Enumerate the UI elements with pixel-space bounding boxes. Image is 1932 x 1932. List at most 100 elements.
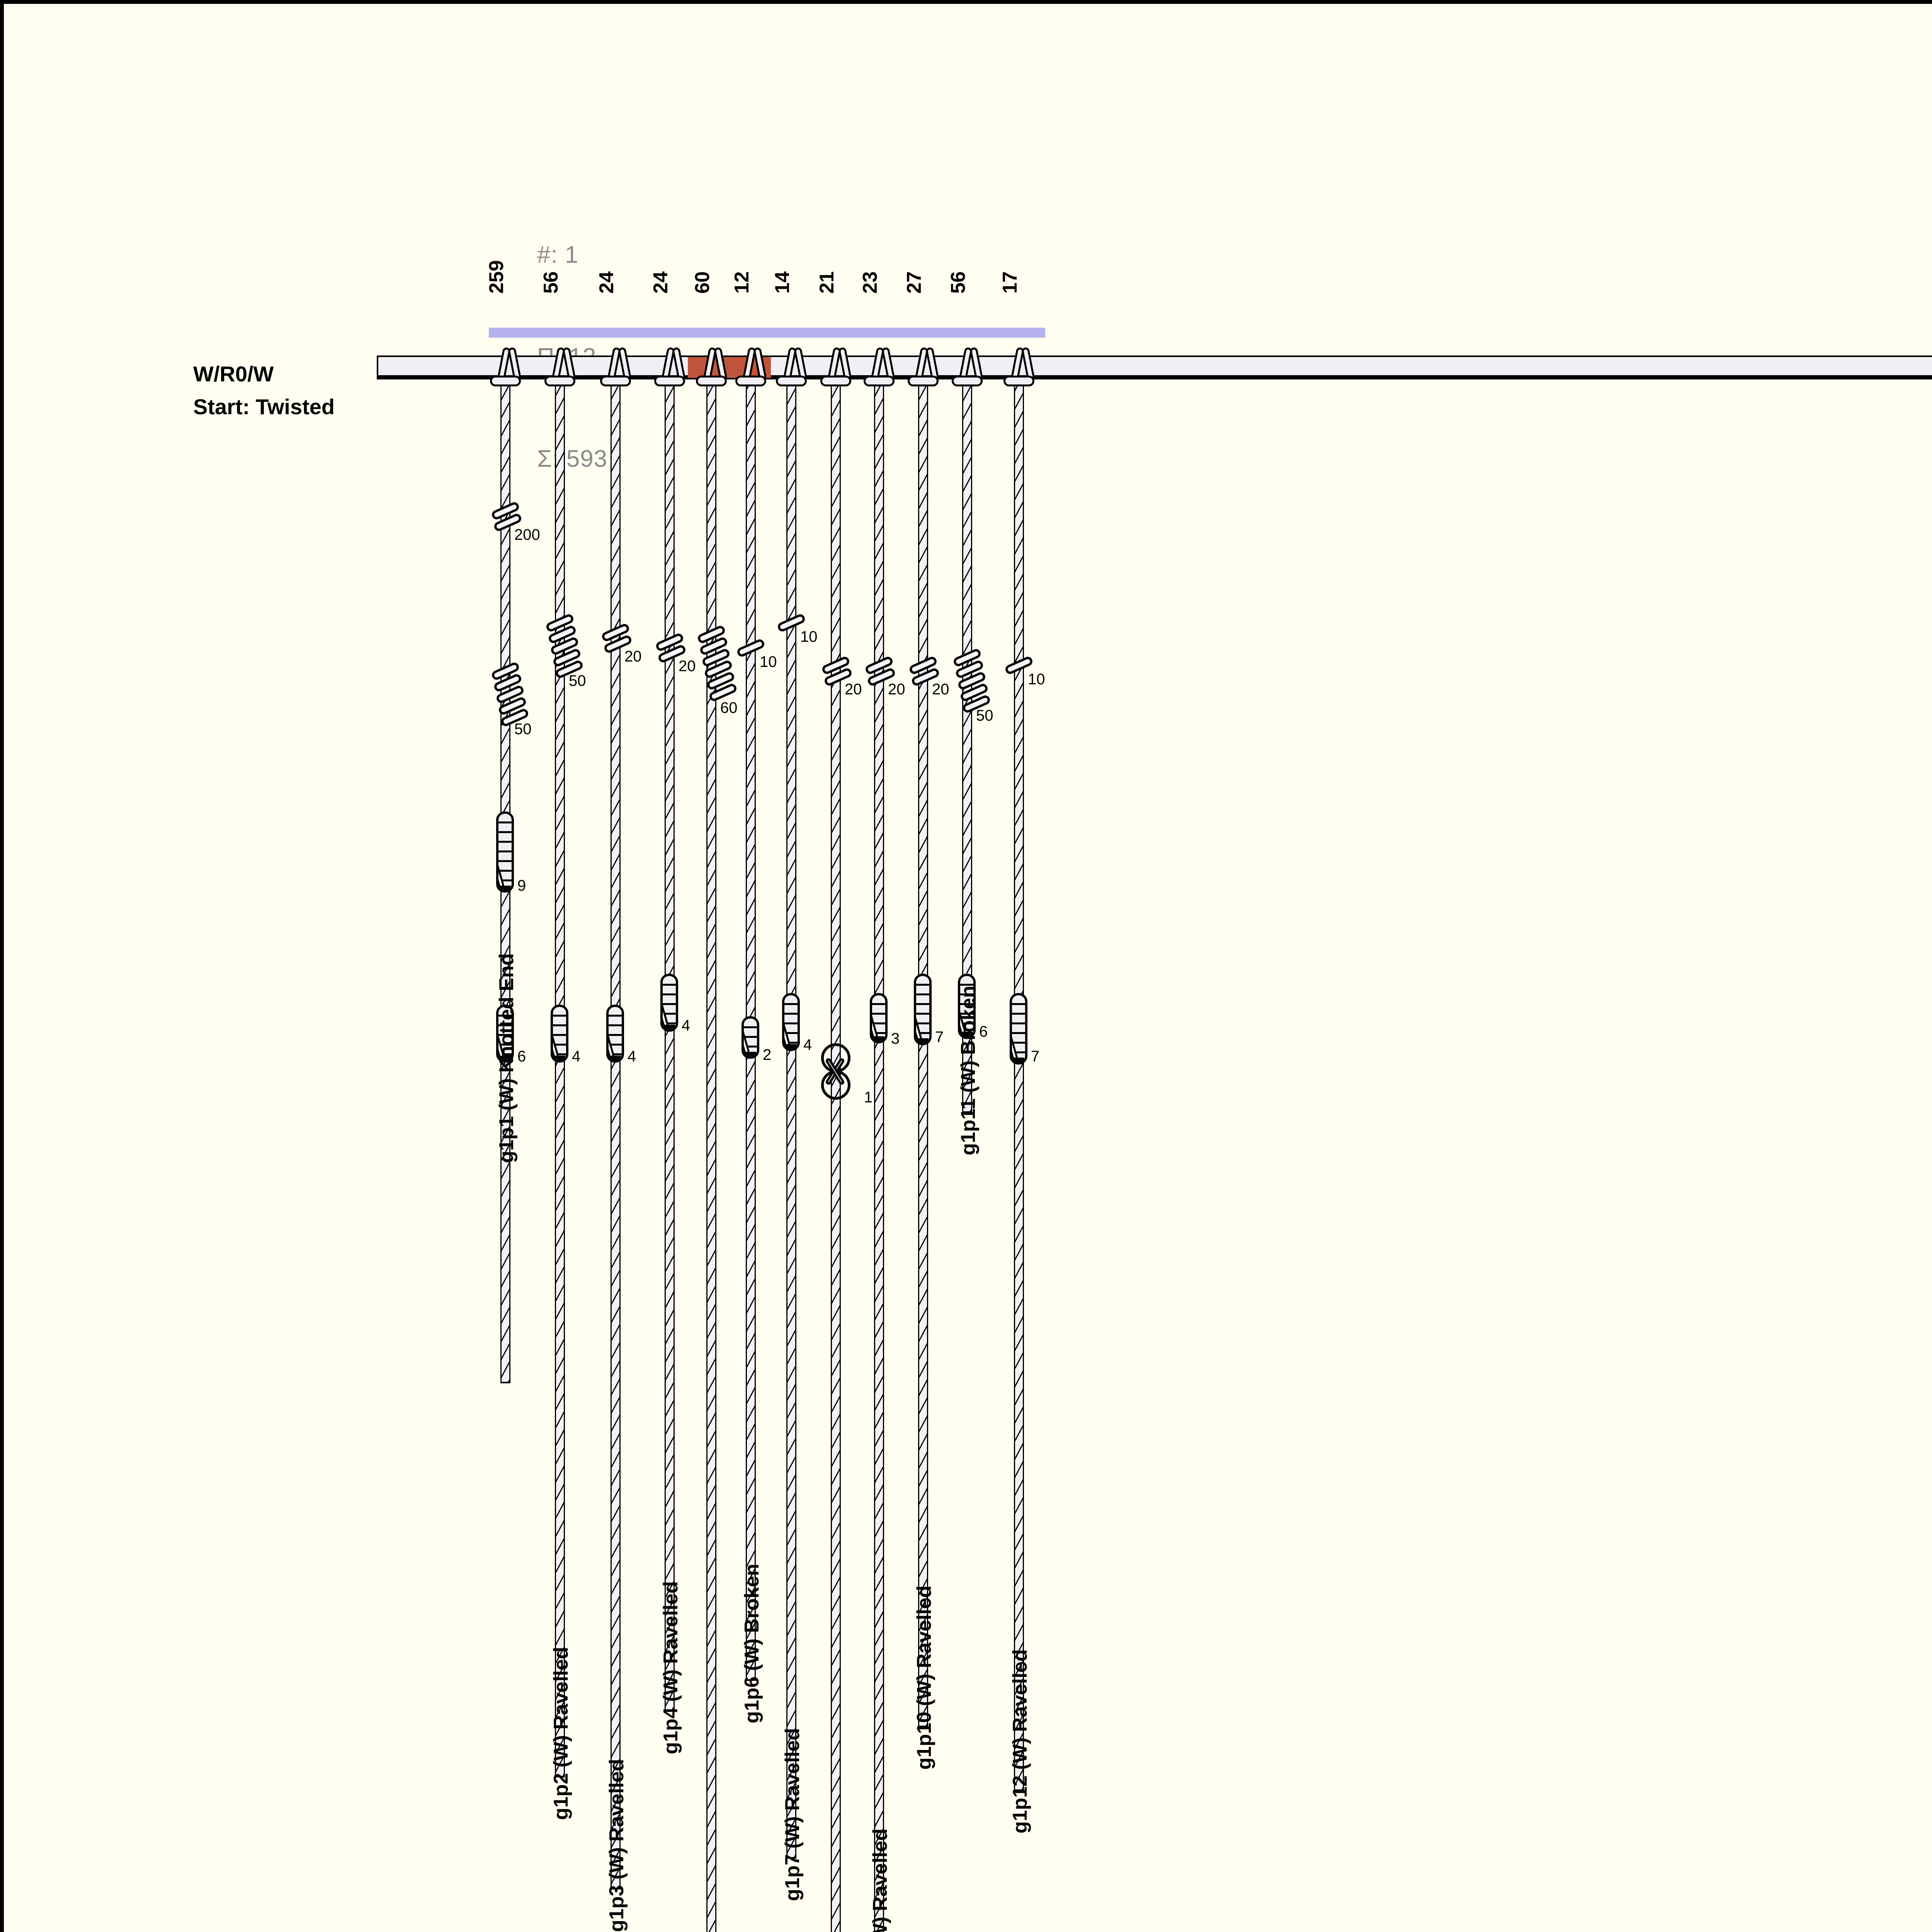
knot-value-label: 4 (682, 1017, 690, 1034)
knot-long[interactable] (496, 1005, 514, 1063)
knot-long-cap (961, 1032, 973, 1036)
knot-value-label: 20 (888, 681, 905, 698)
knot-long[interactable] (958, 974, 976, 1039)
knot-value-label: 20 (932, 681, 949, 698)
knot-value-label: 7 (935, 1029, 944, 1046)
pendant-cord-label: g1p12 (W) Ravelled (1009, 1649, 1031, 1833)
pendant-value-label: 24 (650, 271, 672, 294)
pendant-cord-body[interactable] (874, 382, 884, 1932)
pendant-cord-label: g1p4 (W) Ravelled (660, 1581, 682, 1754)
pendant-value-label: 56 (947, 271, 969, 294)
pendant-collar (908, 376, 939, 386)
pendant-cord-body[interactable] (918, 382, 928, 1727)
knot-long-cap (917, 1038, 929, 1043)
pendant-cord-label: g1p9 (W) Ravelled (869, 1828, 891, 1932)
pendant-cord-body[interactable] (665, 382, 675, 1712)
pendant-cord-body[interactable] (706, 382, 716, 1932)
knot-value-label: 9 (517, 877, 526, 894)
knot-value-label: 7 (1031, 1048, 1040, 1065)
knot-long-cap (499, 886, 511, 890)
knot-value-label: 50 (976, 707, 993, 724)
knot-long-cap (1013, 1058, 1024, 1062)
primary-cord-code: W/R0/W (193, 362, 274, 386)
pendant-cord-label: g1p11 (W) Broken (957, 985, 980, 1155)
pendant-cord-body[interactable] (555, 382, 565, 1777)
knot-long-cap (873, 1036, 884, 1041)
pendant-collar (696, 376, 727, 386)
knot-value-label: 50 (569, 672, 586, 689)
knot-value-label: 6 (979, 1023, 988, 1040)
pendant-cord-label: g1p10 (W) Ravelled (913, 1585, 935, 1770)
pendant-collar (654, 376, 685, 386)
pendant-collar (864, 376, 895, 386)
knot-long-cap (554, 1056, 565, 1060)
summary-sum: Σ: 593 (537, 446, 608, 473)
knot-long[interactable] (782, 993, 800, 1051)
pendant-collar (1003, 376, 1034, 386)
pendant-value-label: 12 (731, 271, 753, 294)
knot-long-cap (609, 1056, 621, 1060)
pendant-cord-body[interactable] (611, 382, 621, 1889)
knot-long-cap (745, 1052, 756, 1056)
knot-value-label: 10 (1028, 671, 1045, 688)
knot-long[interactable] (742, 1016, 759, 1059)
primary-cord-start: Start: Twisted (193, 395, 335, 419)
knot-long[interactable] (496, 811, 514, 893)
group-band (489, 328, 1045, 338)
pendant-collar (776, 376, 807, 386)
pendant-cord-body[interactable] (831, 382, 841, 1932)
knot-long[interactable] (870, 993, 888, 1043)
summary-count: #: 1 (537, 242, 579, 269)
pendant-value-label: 56 (540, 271, 562, 294)
primary-cord[interactable] (377, 355, 1932, 379)
pendant-collar (490, 376, 521, 386)
knot-value-label: 4 (803, 1036, 812, 1053)
knot-value-label: 2 (763, 1046, 772, 1063)
knot-long[interactable] (914, 974, 932, 1045)
pendant-value-label: 21 (816, 271, 838, 294)
knot-long-cap (785, 1044, 797, 1049)
knot-long-cap (499, 1056, 511, 1060)
knot-value-label: 20 (679, 658, 696, 675)
knot-value-label: 10 (800, 628, 818, 645)
pendant-value-label: 14 (771, 271, 794, 294)
summary-block: #: 1 Π: 12 Σ: 593 (537, 170, 607, 544)
knot-long-cap (663, 1025, 675, 1029)
knot-long[interactable] (1010, 993, 1027, 1065)
knot-value-label: 6 (517, 1048, 526, 1065)
knot-value-label: 10 (760, 653, 777, 670)
pendant-cord-label: g1p3 (W) Ravelled (605, 1759, 628, 1932)
pendant-cord-label: g1p6 (W) Broken (741, 1563, 763, 1723)
pendant-value-label: 23 (859, 271, 881, 294)
primary-cord-legend: W/R0/W Start: Twisted (193, 357, 335, 423)
pendant-cord-label: g1p2 (W) Ravelled (550, 1647, 572, 1820)
knot-value-label: 1 (864, 1089, 873, 1106)
pendant-cord-body[interactable] (786, 382, 796, 1859)
knot-figure-eight[interactable] (819, 1043, 852, 1100)
pendant-collar (820, 376, 851, 386)
knot-value-label: 4 (628, 1048, 636, 1065)
knot-value-label: 20 (624, 648, 642, 665)
pendant-collar (952, 376, 983, 386)
pendant-collar (544, 376, 575, 386)
pendant-cord-body[interactable] (1014, 382, 1024, 1791)
pendant-cord-label: g1p7 (W) Ravelled (781, 1728, 804, 1901)
knot-value-label: 3 (891, 1030, 900, 1047)
knot-value-label: 20 (845, 681, 862, 698)
knot-long[interactable] (660, 974, 678, 1032)
knot-value-label: 60 (720, 699, 738, 716)
pendant-value-label: 60 (691, 271, 714, 294)
knot-value-label: 50 (514, 721, 532, 738)
knot-value-label: 4 (572, 1048, 581, 1065)
pendant-collar (600, 376, 631, 386)
pendant-value-label: 24 (595, 271, 618, 294)
pendant-cord-label: g1p1 (W) Knotted End (495, 953, 518, 1163)
knot-value-label: 200 (514, 526, 540, 543)
pendant-value-label: 27 (903, 271, 925, 294)
knot-long[interactable] (551, 1005, 568, 1063)
knot-long[interactable] (606, 1005, 624, 1063)
pendant-value-label: 17 (999, 271, 1021, 294)
pendant-value-label: 259 (485, 260, 508, 294)
pendant-collar (735, 376, 766, 386)
